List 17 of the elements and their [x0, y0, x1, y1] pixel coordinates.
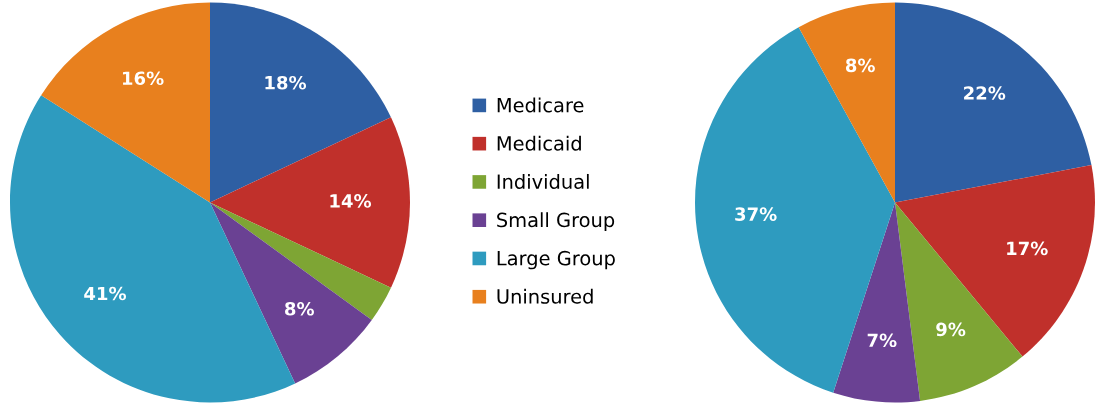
legend-label: Individual	[497, 173, 589, 190]
data-label: 18%	[265, 75, 307, 90]
data-label: 14%	[330, 194, 372, 208]
data-label: 22%	[964, 86, 1006, 100]
legend-label: Small Group	[497, 212, 615, 232]
data-label: 17%	[1007, 241, 1048, 256]
data-label: 37%	[735, 207, 777, 221]
data-label: 8%	[285, 301, 314, 316]
legend-label: Large Group	[497, 250, 615, 270]
data-label: 7%	[867, 333, 897, 348]
data-label: 8%	[845, 58, 875, 73]
legend-label: Medicare	[497, 97, 584, 113]
legend-label: Uninsured	[497, 288, 593, 304]
legend-label: Medicaid	[497, 135, 581, 151]
data-label: 9%	[936, 322, 966, 337]
data-label: 16%	[122, 71, 164, 86]
data-label: 41%	[84, 286, 127, 301]
